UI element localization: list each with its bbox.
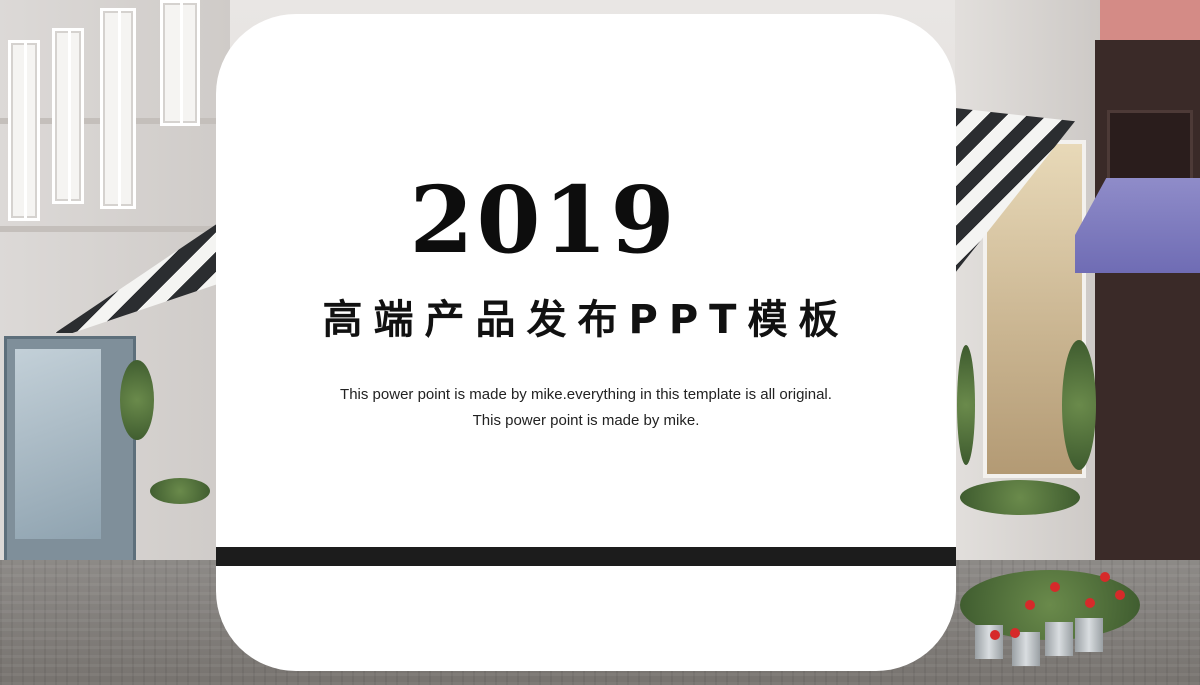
subtitle-line-1: This power point is made by mike.everyth… (340, 386, 832, 403)
dark-shop (1095, 40, 1200, 560)
left-shopfront (4, 336, 136, 570)
slide-title: 高端产品发布PPT模板 (322, 297, 850, 343)
year-heading: 2019 (409, 166, 678, 274)
right-building (955, 0, 1100, 560)
accent-bar (216, 547, 956, 566)
subtitle-line-2: This power point is made by mike. (472, 412, 700, 429)
title-card: 2019 高端产品发布PPT模板 This power point is mad… (216, 14, 956, 671)
